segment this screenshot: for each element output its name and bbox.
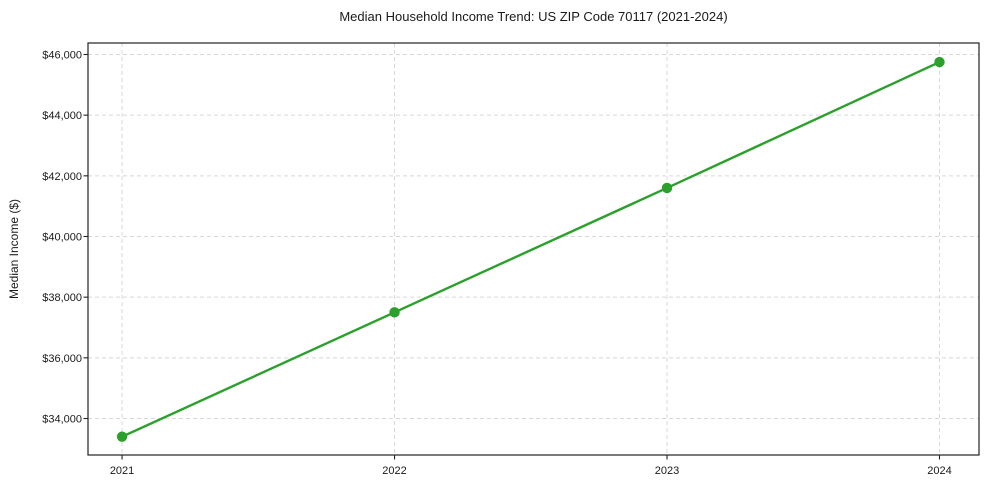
- x-tick-label: 2023: [655, 465, 679, 477]
- y-tick-label: $36,000: [42, 353, 82, 365]
- y-tick-label: $38,000: [42, 292, 82, 304]
- data-point-2021: [116, 431, 128, 442]
- chart-title: Median Household Income Trend: US ZIP Co…: [339, 9, 728, 24]
- y-tick-label: $40,000: [42, 232, 82, 244]
- y-axis-label: Median Income ($): [7, 198, 21, 300]
- y-tick-label: $44,000: [42, 110, 82, 122]
- data-point-2023: [661, 182, 673, 194]
- y-tick-label: $34,000: [42, 414, 82, 426]
- data-point-2022: [389, 307, 400, 318]
- plot-border: [87, 42, 980, 456]
- x-tick-label: 2021: [110, 465, 134, 477]
- data-point-2024: [934, 56, 945, 68]
- x-tick-label: 2024: [927, 465, 951, 477]
- y-tick-label: $46,000: [42, 49, 82, 61]
- trend-line: [120, 60, 941, 438]
- x-tick-label: 2022: [382, 465, 406, 477]
- y-tick-label: $42,000: [42, 171, 82, 183]
